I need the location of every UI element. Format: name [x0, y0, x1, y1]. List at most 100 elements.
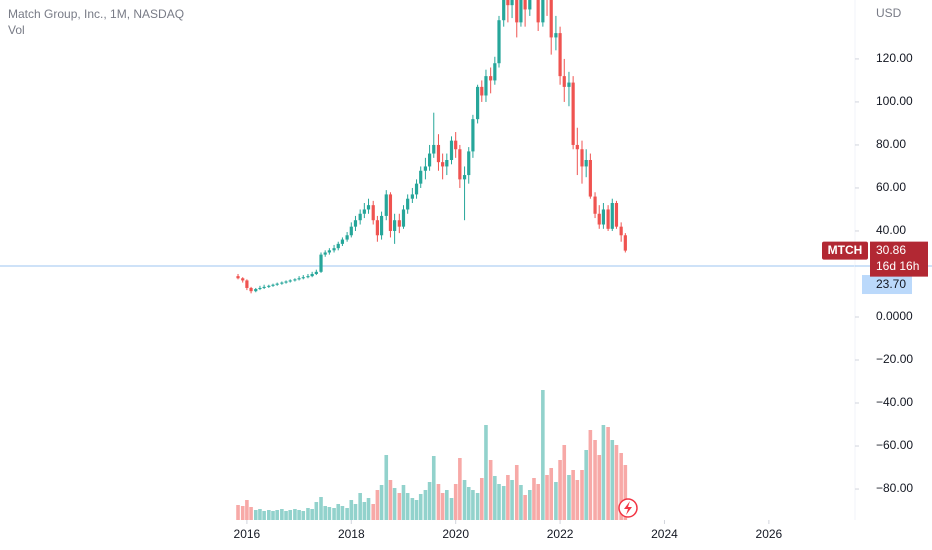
candle-body [236, 276, 240, 279]
candle-body [588, 160, 592, 197]
candle-body [375, 220, 379, 236]
candle-body [284, 281, 288, 283]
volume-bar [423, 490, 428, 520]
candle-body [584, 160, 588, 167]
candle-body [349, 226, 353, 236]
volume-bar [458, 458, 462, 520]
y-tick-label: 40.00 [876, 223, 906, 237]
candle-body [606, 209, 610, 229]
volume-bar [466, 487, 471, 520]
volume-bar [528, 490, 532, 520]
volume-bar [301, 511, 306, 520]
candle-body [332, 248, 336, 251]
volume-legend: Vol [8, 23, 25, 37]
volume-bar [445, 490, 449, 520]
candle-body [254, 289, 258, 292]
candle-body [562, 76, 566, 87]
candle-body [493, 63, 497, 81]
candle-body [423, 166, 428, 171]
volume-bar [358, 493, 362, 520]
volume-bar [623, 465, 628, 520]
volume-bar [340, 506, 345, 520]
candle-body [280, 282, 284, 284]
y-tick-label: 60.00 [876, 180, 906, 194]
replay-icon[interactable] [618, 498, 638, 518]
volume-bar [541, 390, 545, 520]
x-tick-label: 2022 [547, 527, 574, 541]
volume-bar [414, 500, 419, 520]
candle-body [497, 20, 501, 64]
candle-body [462, 175, 467, 180]
volume-bar [571, 470, 575, 520]
volume-bar [392, 488, 397, 520]
volume-bar [267, 510, 271, 520]
y-tick-label: 120.00 [876, 51, 913, 65]
candle-body [271, 284, 275, 286]
volume-bar [575, 480, 580, 520]
volume-bar [488, 460, 493, 520]
volume-bar [497, 484, 501, 520]
candle-body [397, 220, 401, 227]
candle-body [597, 213, 601, 225]
volume-bar [401, 485, 406, 520]
volume-bar [258, 509, 262, 520]
candle-body [480, 86, 484, 96]
currency-label: USD [876, 6, 902, 20]
volume-bar [375, 490, 380, 520]
volume-bar [275, 510, 279, 520]
y-tick-label: −80.00 [876, 481, 913, 495]
volume-bar [310, 509, 314, 520]
y-tick-label: −20.00 [876, 352, 913, 366]
plot-area [0, 0, 855, 520]
volume-bar [314, 502, 319, 520]
candle-body [371, 205, 375, 221]
volume-bar [245, 500, 249, 520]
volume-bar [536, 484, 540, 520]
volume-bar [371, 504, 376, 520]
volume-bar [436, 484, 441, 520]
volume-bar [336, 504, 341, 520]
volume-bar [532, 478, 536, 520]
volume-bar [236, 505, 240, 520]
candle-body [523, 0, 527, 10]
candle-body [571, 82, 575, 145]
crosshair-label: 23.70 [876, 277, 906, 291]
candle-body [502, 0, 506, 21]
volume-bar [362, 502, 367, 520]
volume-bar [510, 480, 514, 520]
volume-bar [327, 507, 332, 520]
volume-bar [558, 460, 562, 520]
x-tick-label: 2020 [442, 527, 469, 541]
y-tick-label: −40.00 [876, 395, 913, 409]
candle-body [458, 149, 462, 180]
volume-bar [297, 510, 301, 520]
candle-body [288, 280, 292, 282]
volume-bar [384, 455, 389, 520]
candle-body [314, 271, 318, 274]
candle-body [575, 144, 579, 150]
volume-bar [549, 468, 554, 520]
volume-bar [475, 493, 480, 520]
candle-body [541, 0, 545, 23]
candle-body [340, 239, 345, 244]
candle-body [536, 0, 540, 23]
volume-bar [353, 504, 358, 520]
volume-bar [280, 509, 284, 520]
volume-bar [293, 509, 297, 520]
volume-bar [405, 493, 410, 520]
candle-body [401, 209, 406, 227]
y-tick-label: 0.0000 [876, 309, 913, 323]
volume-bar [479, 478, 484, 520]
candle-body [245, 280, 249, 288]
candle-body [506, 0, 510, 6]
volume-bar [614, 445, 619, 520]
candle-body [610, 203, 614, 229]
volume-bar [562, 445, 567, 520]
candle-body [388, 194, 393, 231]
candle-body [297, 278, 301, 280]
last-price-label: 30.86 [876, 243, 906, 257]
volume-bar [288, 510, 293, 520]
candle-body [454, 140, 458, 150]
volume-bar [366, 498, 371, 520]
volume-bar [493, 476, 497, 520]
